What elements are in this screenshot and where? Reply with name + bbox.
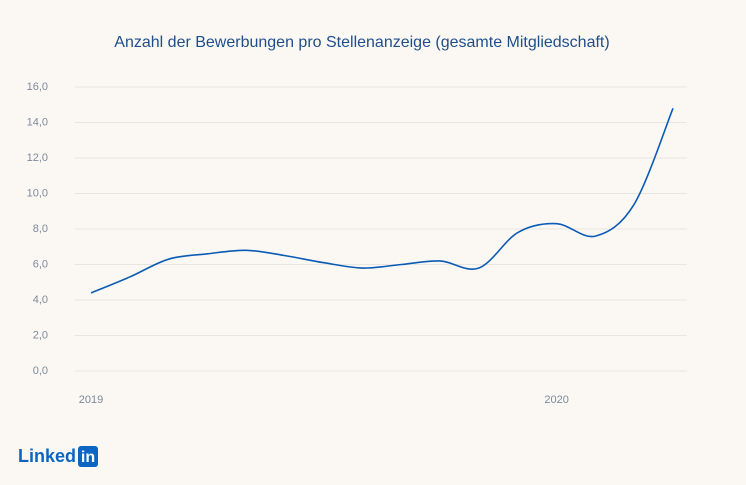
y-tick-label: 6,0 xyxy=(33,258,48,270)
line-series xyxy=(90,107,674,294)
logo-text: Linked xyxy=(18,446,76,466)
y-tick-label: 16,0 xyxy=(27,81,48,93)
y-tick-label: 2,0 xyxy=(33,329,48,341)
logo-badge-text: in xyxy=(81,449,95,466)
y-tick-label: 8,0 xyxy=(33,223,48,235)
y-tick-label: 14,0 xyxy=(27,116,48,128)
x-tick-label: 2019 xyxy=(79,394,103,406)
y-tick-label: 0,0 xyxy=(33,365,48,377)
x-tick-label: 2020 xyxy=(544,394,568,406)
y-tick-label: 10,0 xyxy=(27,187,48,199)
y-tick-label: 4,0 xyxy=(33,294,48,306)
y-tick-label: 12,0 xyxy=(27,152,48,164)
logo-badge xyxy=(78,446,98,467)
chart-title: Anzahl der Bewerbungen pro Stellenanzeig… xyxy=(114,34,609,51)
logo: Linked in xyxy=(18,446,98,467)
